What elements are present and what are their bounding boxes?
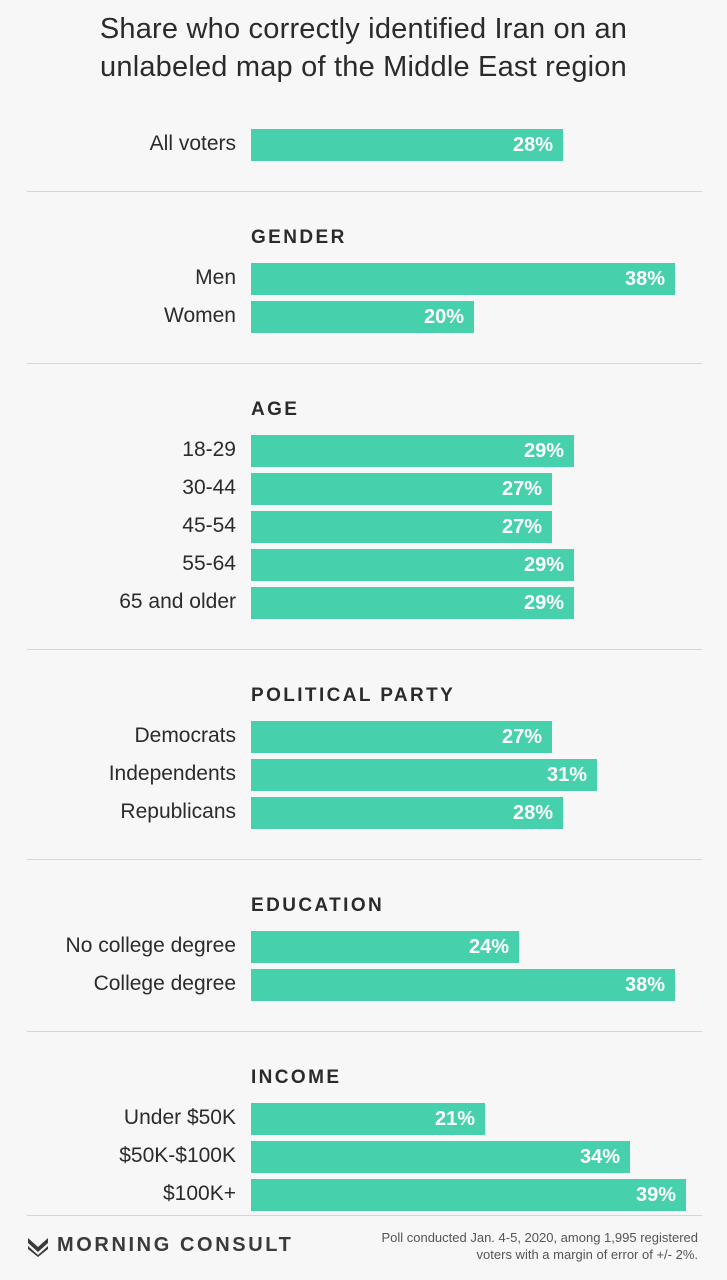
data-label: 27% <box>501 726 542 748</box>
section-heading: POLITICAL PARTY <box>251 685 456 706</box>
section-heading: AGE <box>251 399 300 420</box>
morning-consult-logo-icon <box>28 1237 48 1257</box>
category-label: Women <box>164 304 236 327</box>
bar: 28% <box>251 797 563 829</box>
data-label: 28% <box>512 802 553 824</box>
data-label: 38% <box>624 268 665 290</box>
footer-divider <box>27 1215 702 1216</box>
bar: 29% <box>251 549 574 581</box>
bar: 27% <box>251 721 552 753</box>
chart-title: Share who correctly identified Iran on a… <box>0 10 727 86</box>
bar: 34% <box>251 1141 630 1173</box>
brand-name: MORNING CONSULT <box>57 1234 294 1256</box>
category-label: Under $50K <box>123 1106 236 1129</box>
category-label: 55-64 <box>182 552 236 575</box>
bar: 39% <box>251 1179 686 1211</box>
data-label: 29% <box>523 592 564 614</box>
bar: 29% <box>251 435 574 467</box>
section-divider <box>27 1031 702 1032</box>
bar: 27% <box>251 473 552 505</box>
bar: 20% <box>251 301 474 333</box>
chart-title-line-1: Share who correctly identified Iran on a… <box>99 13 628 45</box>
category-label: Independents <box>108 762 236 785</box>
section-divider <box>27 859 702 860</box>
poll-note-line-2: voters with a margin of error of +/- 2%. <box>476 1247 698 1262</box>
category-label: 45-54 <box>182 514 236 537</box>
data-label: 39% <box>635 1184 676 1206</box>
bar: 29% <box>251 587 574 619</box>
data-label: 34% <box>579 1146 620 1168</box>
poll-note-line-1: Poll conducted Jan. 4-5, 2020, among 1,9… <box>381 1230 698 1245</box>
bar: 38% <box>251 969 675 1001</box>
data-label: 27% <box>501 516 542 538</box>
data-label: 29% <box>523 554 564 576</box>
category-label: Men <box>195 266 236 289</box>
data-label: 38% <box>624 974 665 996</box>
section-divider <box>27 363 702 364</box>
category-label: Republicans <box>120 800 236 823</box>
chart-title-line-2: unlabeled map of the Middle East region <box>100 51 627 83</box>
poll-methodology-note: Poll conducted Jan. 4-5, 2020, among 1,9… <box>328 1229 698 1263</box>
category-label: $50K-$100K <box>119 1144 236 1167</box>
data-label: 29% <box>523 440 564 462</box>
section-divider <box>27 649 702 650</box>
category-label: College degree <box>93 972 236 995</box>
data-label: 20% <box>423 306 464 328</box>
bar: 21% <box>251 1103 485 1135</box>
bar: 28% <box>251 129 563 161</box>
data-label: 24% <box>468 936 509 958</box>
data-label: 27% <box>501 478 542 500</box>
brand-logo: MORNING CONSULT <box>27 1234 293 1257</box>
category-label: $100K+ <box>163 1182 236 1205</box>
section-heading: GENDER <box>251 227 347 248</box>
section-heading: INCOME <box>251 1067 342 1088</box>
category-label: Democrats <box>134 724 236 747</box>
section-divider <box>27 191 702 192</box>
category-label: All voters <box>149 132 236 155</box>
section-heading: EDUCATION <box>251 895 385 916</box>
bar: 27% <box>251 511 552 543</box>
category-label: No college degree <box>65 934 236 957</box>
bar: 38% <box>251 263 675 295</box>
data-label: 31% <box>546 764 587 786</box>
bar: 31% <box>251 759 597 791</box>
category-label: 30-44 <box>182 476 236 499</box>
data-label: 28% <box>512 134 553 156</box>
category-label: 65 and older <box>119 590 236 613</box>
data-label: 21% <box>434 1108 475 1130</box>
bar: 24% <box>251 931 519 963</box>
category-label: 18-29 <box>182 438 236 461</box>
